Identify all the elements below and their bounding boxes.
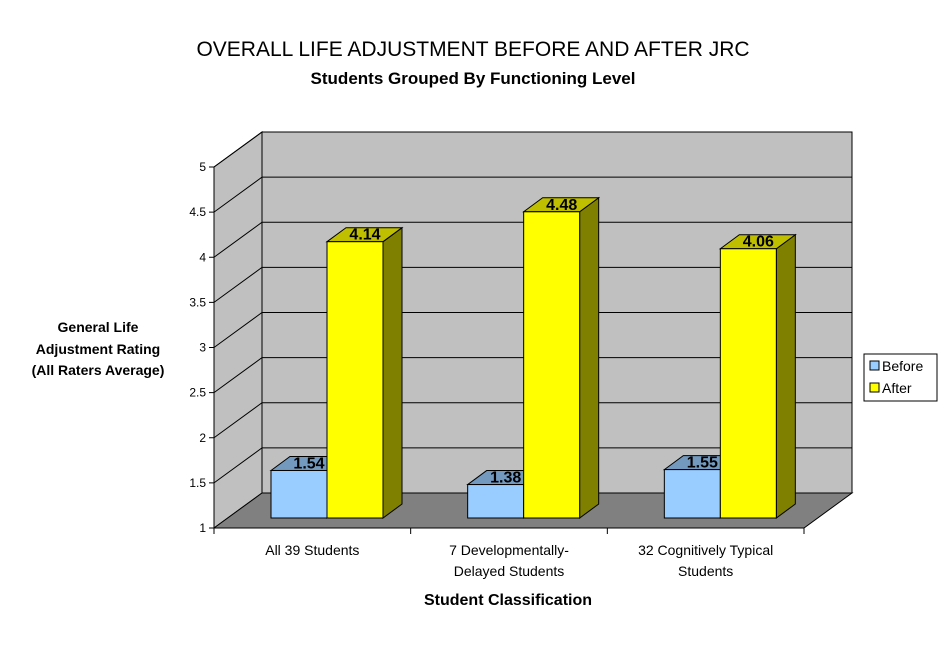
bar-front (467, 484, 525, 519)
y-tick-label: 3.5 (189, 295, 206, 309)
bar-after: 4.14 (325, 226, 404, 519)
y-tick-label: 3 (199, 341, 206, 355)
grid-lines (213, 131, 852, 484)
y-tick-label: 1 (199, 521, 206, 535)
gridline (213, 131, 852, 168)
y-tick-label: 4.5 (189, 205, 206, 219)
x-category-label-line: Students (678, 563, 733, 579)
chart-subtitle: Students Grouped By Functioning Level (311, 69, 636, 88)
legend-label: Before (882, 358, 923, 374)
x-category-label-line: Delayed Students (454, 563, 565, 579)
gridline (213, 176, 852, 213)
bar-side (579, 196, 600, 519)
legend-swatch (869, 382, 880, 393)
x-category-label-line: All 39 Students (265, 542, 359, 558)
x-category-label: 32 Cognitively Typical Students (638, 542, 773, 579)
y-tick-label: 4 (199, 250, 206, 264)
bar-front (719, 248, 777, 519)
legend-label: After (882, 380, 912, 396)
gridline (213, 221, 852, 258)
gridline (213, 357, 852, 394)
gridline (213, 447, 852, 484)
bar-front (663, 469, 721, 519)
x-axis-title: Student Classification (424, 592, 592, 609)
y-axis: 1 1.5 2 2.5 3 3.5 4 4.5 5 (189, 160, 215, 535)
bar-front (326, 241, 384, 519)
x-category-label: All 39 Students (265, 542, 359, 558)
bar-side (775, 233, 796, 519)
x-axis: All 39 Students 7 Developmentally- Delayed… (213, 527, 805, 579)
x-category-label-line: 7 Developmentally- (449, 542, 569, 558)
bar-side (382, 226, 403, 519)
data-label: 1.55 (687, 455, 718, 472)
data-label: 1.38 (490, 470, 521, 487)
bar-front (270, 469, 328, 519)
y-axis-title-line: (All Raters Average) (32, 362, 165, 378)
y-axis-title: General Life Adjustment Rating (All Rate… (32, 319, 165, 378)
bar-after: 4.06 (718, 233, 797, 519)
data-label: 4.06 (743, 234, 774, 251)
bars-group: 1.54 4.14 1.38 4.48 1.55 4.06 (269, 196, 797, 519)
data-label: 1.54 (293, 455, 324, 472)
gridline (213, 402, 852, 439)
x-category-label: 7 Developmentally- Delayed Students (449, 542, 569, 579)
y-tick-label: 5 (199, 160, 206, 174)
y-axis-title-line: Adjustment Rating (36, 341, 160, 357)
legend-swatch (869, 360, 880, 371)
y-tick-label: 1.5 (189, 476, 206, 490)
x-category-label-line: 32 Cognitively Typical (638, 542, 773, 558)
chart-title: OVERALL LIFE ADJUSTMENT BEFORE AND AFTER… (196, 38, 749, 61)
gridline (213, 312, 852, 348)
y-tick-label: 2 (199, 431, 206, 445)
bar-front (523, 211, 581, 519)
legend: Before After (863, 353, 938, 402)
data-label: 4.48 (546, 197, 577, 214)
y-axis-title-line: General Life (58, 319, 139, 335)
y-tick-label: 2.5 (189, 386, 206, 400)
gridline (213, 266, 852, 303)
bar-after: 4.48 (522, 196, 601, 519)
data-label: 4.14 (349, 227, 380, 244)
